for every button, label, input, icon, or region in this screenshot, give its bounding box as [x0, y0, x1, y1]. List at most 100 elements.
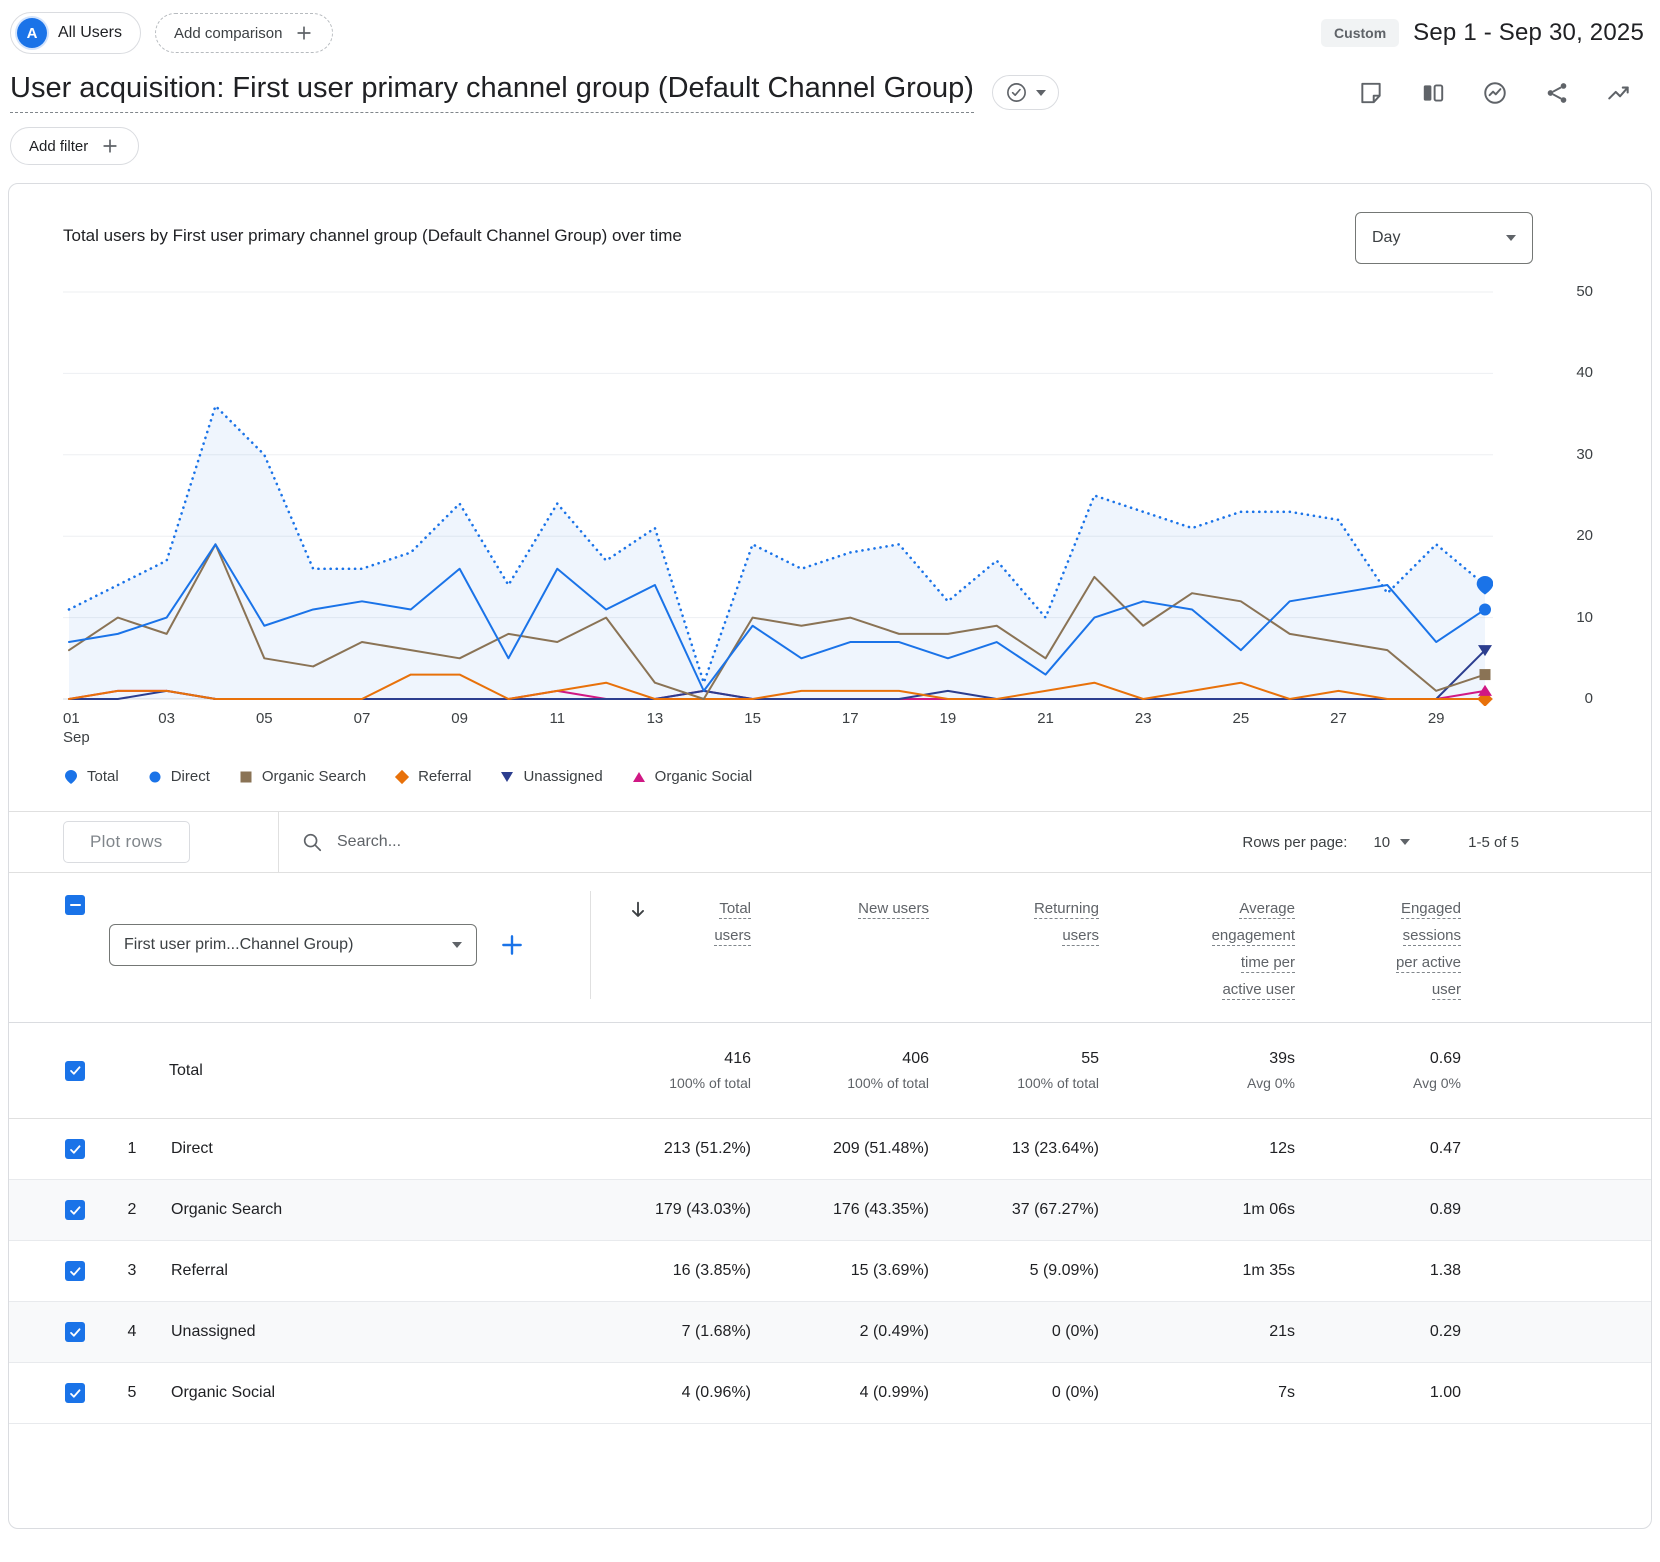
trending-icon[interactable] [1606, 80, 1632, 106]
row-engaged-sessions-per-active-user: 0.29 [1295, 1323, 1461, 1341]
legend-item-unassigned: Unassigned [499, 768, 602, 785]
avg-engagement-total: 39sAvg 0% [1099, 1050, 1295, 1091]
column-header-avg-engagement-time[interactable]: Averageengagementtime peractive user [1099, 895, 1295, 1003]
insights-circle-icon[interactable] [1482, 80, 1508, 106]
row-index: 1 [109, 1140, 169, 1158]
chevron-down-icon [1036, 90, 1046, 96]
x-axis-labels: 01Sep0305070911131517192123252729 [63, 710, 1493, 754]
row-returning-users: 13 (23.64%) [929, 1140, 1099, 1158]
x-tick-label: 01Sep [63, 710, 90, 748]
row-channel-name: Organic Search [169, 1201, 601, 1219]
share-icon[interactable] [1544, 80, 1570, 106]
legend-label: Unassigned [523, 768, 602, 785]
pin-icon [63, 769, 79, 785]
y-tick-label: 10 [1576, 609, 1593, 626]
row-new-users: 15 (3.69%) [751, 1262, 929, 1280]
row-avg-engagement-time: 12s [1099, 1140, 1295, 1158]
date-range-selector[interactable]: Sep 1 - Sep 30, 2025 [1413, 19, 1644, 47]
audience-label: All Users [58, 24, 122, 42]
x-tick-label: 25 [1233, 710, 1250, 729]
add-filter-button[interactable]: Add filter [10, 127, 139, 165]
column-header-new-users[interactable]: New users [751, 895, 929, 922]
row-checkbox[interactable] [65, 1139, 85, 1159]
diamond-icon [394, 769, 410, 785]
row-channel-name: Direct [169, 1140, 601, 1158]
add-comparison-button[interactable]: Add comparison [155, 13, 333, 53]
pagination-status: 1-5 of 5 [1468, 834, 1519, 851]
row-checkbox[interactable] [65, 1261, 85, 1281]
row-total-users: 213 (51.2%) [601, 1140, 751, 1158]
granularity-dropdown[interactable]: Day [1355, 212, 1533, 264]
row-checkbox[interactable] [65, 1383, 85, 1403]
add-filter-label: Add filter [29, 138, 88, 155]
row-checkbox[interactable] [65, 1200, 85, 1220]
row-new-users: 2 (0.49%) [751, 1323, 929, 1341]
comparison-icon[interactable] [1420, 80, 1446, 106]
column-header-total-users[interactable]: Totalusers [601, 895, 751, 949]
total-row-checkbox[interactable] [65, 1061, 85, 1081]
row-engaged-sessions-per-active-user: 1.38 [1295, 1262, 1461, 1280]
x-tick-label: 19 [940, 710, 957, 729]
column-header-engaged-sessions[interactable]: Engagedsessionsper activeuser [1295, 895, 1461, 1003]
row-new-users: 209 (51.48%) [751, 1140, 929, 1158]
rows-per-page-dropdown[interactable]: 10 [1373, 834, 1410, 851]
annotations-icon[interactable] [1358, 80, 1384, 106]
x-tick-label: 11 [549, 710, 565, 729]
x-tick-label: 03 [158, 710, 175, 729]
table-row: 1Direct213 (51.2%)209 (51.48%)13 (23.64%… [9, 1119, 1651, 1180]
row-index: 5 [109, 1384, 169, 1402]
y-tick-label: 0 [1585, 690, 1593, 707]
add-dimension-button[interactable] [499, 932, 525, 958]
report-status-button[interactable] [992, 75, 1059, 110]
table-row: 4Unassigned7 (1.68%)2 (0.49%)0 (0%)21s0.… [9, 1302, 1651, 1363]
dimension-value: First user prim...Channel Group) [124, 936, 353, 954]
row-returning-users: 0 (0%) [929, 1323, 1099, 1341]
row-total-users: 4 (0.96%) [601, 1384, 751, 1402]
chevron-down-icon [452, 942, 462, 948]
y-tick-label: 40 [1576, 364, 1593, 381]
audience-selector[interactable]: A All Users [10, 12, 141, 54]
plot-rows-button[interactable]: Plot rows [63, 821, 190, 863]
x-tick-label: 07 [354, 710, 371, 729]
page-title: User acquisition: First user primary cha… [10, 72, 974, 113]
y-tick-label: 50 [1576, 283, 1593, 300]
row-engaged-sessions-per-active-user: 0.89 [1295, 1201, 1461, 1219]
title-row: User acquisition: First user primary cha… [0, 62, 1660, 113]
table-row: 2Organic Search179 (43.03%)176 (43.35%)3… [9, 1180, 1651, 1241]
row-checkbox[interactable] [65, 1322, 85, 1342]
chevron-down-icon [1506, 235, 1516, 241]
top-bar: A All Users Add comparison Custom Sep 1 … [0, 0, 1660, 62]
engaged-sessions-total: 0.69Avg 0% [1295, 1050, 1461, 1091]
audience-avatar: A [17, 18, 47, 48]
legend-item-referral: Referral [394, 768, 471, 785]
x-tick-label: 09 [451, 710, 468, 729]
report-card: Total users by First user primary channe… [8, 183, 1652, 1529]
triangle-down-icon [499, 769, 515, 785]
select-all-checkbox[interactable] [65, 895, 85, 915]
legend-item-organic-social: Organic Social [631, 768, 753, 785]
sort-descending-icon [627, 899, 649, 921]
row-index: 4 [109, 1323, 169, 1341]
triangle-up-icon [631, 769, 647, 785]
search-input[interactable] [337, 833, 637, 851]
search-icon [301, 831, 323, 853]
row-total-users: 7 (1.68%) [601, 1323, 751, 1341]
x-tick-label: 27 [1330, 710, 1347, 729]
report-actions [1358, 80, 1644, 106]
x-tick-label: 29 [1428, 710, 1445, 729]
date-mode-badge[interactable]: Custom [1321, 19, 1399, 47]
row-returning-users: 37 (67.27%) [929, 1201, 1099, 1219]
row-total-users: 16 (3.85%) [601, 1262, 751, 1280]
plus-icon [294, 23, 314, 43]
x-tick-label: 13 [647, 710, 664, 729]
chart-legend: TotalDirectOrganic SearchReferralUnassig… [9, 754, 1651, 785]
check-circle-icon [1005, 81, 1028, 104]
column-header-returning-users[interactable]: Returningusers [929, 895, 1099, 949]
row-new-users: 176 (43.35%) [751, 1201, 929, 1219]
table-header: First user prim...Channel Group) Totalus… [9, 873, 1651, 1023]
plus-icon [100, 136, 120, 156]
row-channel-name: Referral [169, 1262, 601, 1280]
dimension-dropdown[interactable]: First user prim...Channel Group) [109, 924, 477, 966]
rows-per-page-value: 10 [1373, 834, 1390, 851]
legend-label: Total [87, 768, 119, 785]
